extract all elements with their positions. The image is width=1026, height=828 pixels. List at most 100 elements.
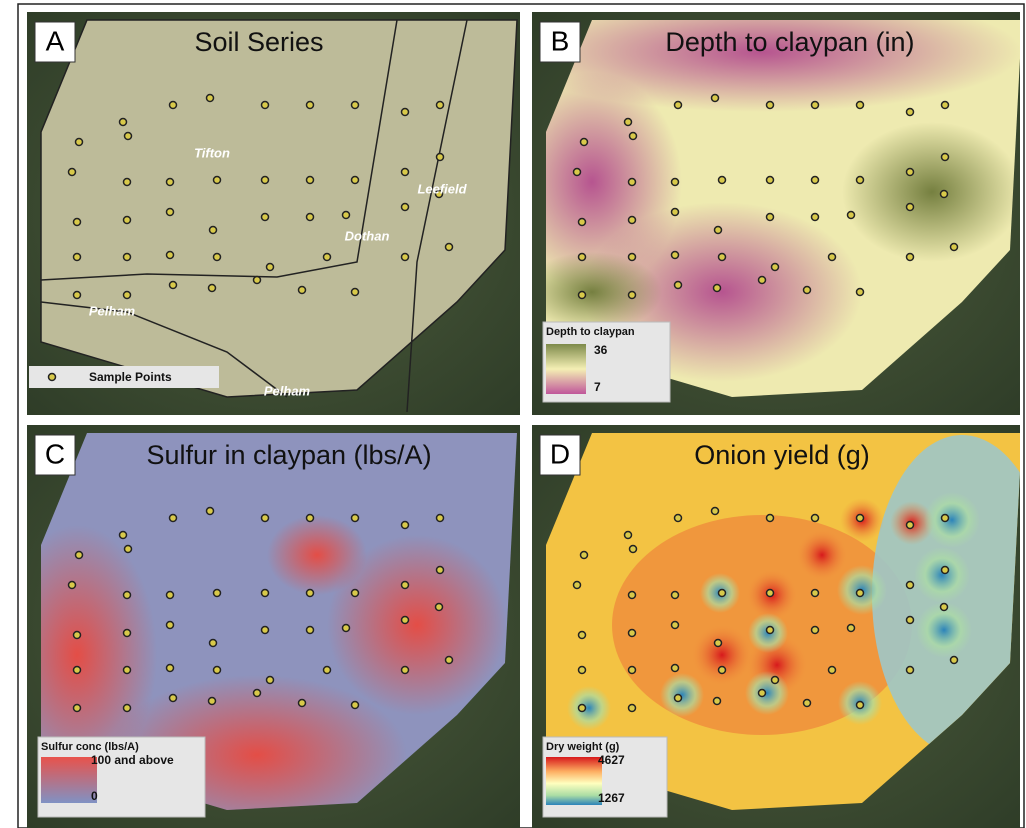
sample-point	[74, 292, 81, 299]
panel-letter: B	[551, 25, 570, 56]
panel-title: Soil Series	[194, 27, 323, 57]
sample-point	[829, 667, 836, 674]
sample-point	[941, 604, 948, 611]
sample-point	[210, 640, 217, 647]
sample-point	[343, 212, 350, 219]
sample-point	[767, 627, 774, 634]
sample-point	[942, 515, 949, 522]
sample-point	[907, 617, 914, 624]
sample-point	[907, 169, 914, 176]
sample-point	[579, 292, 586, 299]
sample-point	[124, 292, 131, 299]
sample-point	[124, 667, 131, 674]
sample-point	[907, 254, 914, 261]
panel-b: B Depth to claypan (in) Depth to claypan…	[502, 0, 1022, 415]
sample-point	[125, 546, 132, 553]
sample-point	[812, 627, 819, 634]
sample-point	[402, 582, 409, 589]
legend-min: 0	[91, 789, 98, 803]
sample-point	[907, 204, 914, 211]
sample-point	[579, 219, 586, 226]
sample-point	[124, 217, 131, 224]
sample-point	[767, 102, 774, 109]
sample-point	[719, 667, 726, 674]
sample-point	[299, 287, 306, 294]
sample-point	[214, 254, 221, 261]
sample-point	[574, 169, 581, 176]
sample-point	[629, 292, 636, 299]
sample-point	[262, 627, 269, 634]
sample-point	[352, 515, 359, 522]
sample-point	[437, 567, 444, 574]
sample-point	[629, 667, 636, 674]
sample-point	[214, 177, 221, 184]
sample-point	[402, 667, 409, 674]
sample-point	[207, 508, 214, 515]
sample-point	[307, 515, 314, 522]
sample-point	[767, 515, 774, 522]
sample-point	[262, 177, 269, 184]
sample-point	[629, 705, 636, 712]
sample-point	[675, 515, 682, 522]
sample-point	[951, 244, 958, 251]
sample-point	[307, 590, 314, 597]
sample-point	[812, 590, 819, 597]
sample-point	[629, 630, 636, 637]
sample-point	[675, 102, 682, 109]
sample-point	[124, 179, 131, 186]
sample-point	[214, 590, 221, 597]
sample-point	[207, 95, 214, 102]
sample-point	[672, 252, 679, 259]
sample-point	[581, 552, 588, 559]
sample-point	[942, 567, 949, 574]
sample-point	[267, 677, 274, 684]
sample-point	[767, 177, 774, 184]
legend-max: 4627	[598, 753, 625, 767]
sample-point	[69, 582, 76, 589]
sample-point	[759, 277, 766, 284]
sample-point	[170, 102, 177, 109]
panel-title: Sulfur in claypan (lbs/A)	[146, 440, 431, 470]
sample-point	[804, 287, 811, 294]
sample-point	[857, 590, 864, 597]
panel-a: A Soil Series Tifton Dothan Leefield Pel…	[27, 12, 520, 415]
sample-point	[124, 630, 131, 637]
sample-point	[214, 667, 221, 674]
sample-point	[579, 632, 586, 639]
sample-point	[672, 179, 679, 186]
map-label: Pelham	[264, 383, 311, 398]
page: A Soil Series Tifton Dothan Leefield Pel…	[0, 0, 1026, 828]
sample-point	[76, 139, 83, 146]
sample-point	[262, 214, 269, 221]
sample-point	[579, 667, 586, 674]
sample-point	[629, 217, 636, 224]
sample-point	[352, 177, 359, 184]
sample-point	[907, 522, 914, 529]
sample-point	[76, 552, 83, 559]
legend-title: Depth to claypan	[546, 326, 635, 338]
sample-point	[804, 700, 811, 707]
sample-point	[324, 254, 331, 261]
sample-point	[124, 705, 131, 712]
sample-point	[772, 264, 779, 271]
sample-point	[579, 705, 586, 712]
sample-point	[402, 254, 409, 261]
sample-point	[857, 702, 864, 709]
sample-point	[759, 690, 766, 697]
sample-point	[299, 700, 306, 707]
sample-point	[352, 102, 359, 109]
sample-point	[210, 227, 217, 234]
sample-point	[352, 289, 359, 296]
sample-point	[437, 102, 444, 109]
sample-point	[120, 119, 127, 126]
sample-point	[812, 177, 819, 184]
sample-point	[714, 285, 721, 292]
sample-point	[574, 582, 581, 589]
sample-point	[951, 657, 958, 664]
sample-point	[829, 254, 836, 261]
sample-point	[167, 622, 174, 629]
sample-point	[74, 667, 81, 674]
sample-point	[209, 285, 216, 292]
legend-item: Sample Points	[89, 370, 172, 384]
sample-point	[812, 214, 819, 221]
